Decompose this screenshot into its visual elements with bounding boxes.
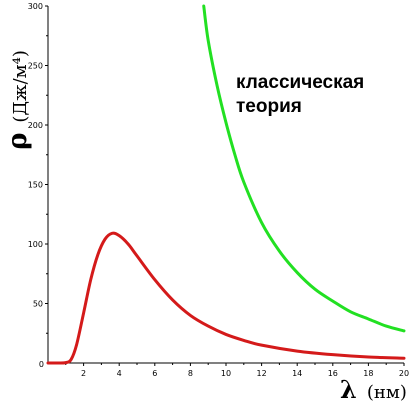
svg-text:ρ (Дж/м⁴): ρ (Дж/м⁴)	[3, 50, 33, 150]
x-tick-label: 20	[399, 369, 409, 378]
y-origin-label: 0	[39, 360, 44, 369]
y-axis-label-symbol: ρ	[3, 133, 33, 150]
svg-text:λ (нм): λ (нм)	[340, 375, 407, 404]
classical-curve	[202, 4, 406, 333]
x-axis-label: λ (нм)	[340, 375, 407, 404]
x-axis-label-unit: (нм)	[367, 382, 407, 403]
series-layer	[46, 4, 406, 365]
x-tick-label: 12	[257, 369, 267, 378]
x-tick-label: 6	[152, 369, 157, 378]
plot-area: 2 4 6 8 10 12 14 16 18 20 0 50 100 150 200 250 300	[28, 2, 409, 378]
annotation-line-1: классическая	[236, 72, 364, 93]
planck-curve	[46, 231, 406, 365]
x-tick-label: 14	[292, 369, 302, 378]
x-tick-label: 10	[221, 369, 231, 378]
y-tick-label: 200	[28, 121, 43, 130]
y-axis-label: ρ (Дж/м⁴)	[3, 50, 33, 150]
x-tick-label: 16	[328, 369, 338, 378]
x-tick-label: 2	[81, 369, 86, 378]
y-tick-label: 100	[28, 240, 43, 249]
y-tick-label: 250	[28, 62, 43, 71]
y-tick-label: 300	[28, 2, 43, 11]
x-axis-label-symbol: λ	[340, 375, 357, 404]
x-axis-ticks: 2 4 6 8 10 12 14 16 18 20	[65, 363, 409, 378]
x-tick-label: 8	[188, 369, 193, 378]
classical-theory-annotation: классическая теория	[236, 72, 364, 117]
y-tick-label: 50	[33, 300, 43, 309]
y-axis-label-unit: (Дж/м⁴)	[10, 50, 31, 123]
y-tick-label: 150	[28, 181, 43, 190]
y-axis-ticks: 0 50 100 150 200 250 300	[28, 2, 48, 369]
x-tick-label: 18	[363, 369, 373, 378]
annotation-line-2: теория	[236, 96, 302, 117]
x-tick-label: 4	[117, 369, 122, 378]
